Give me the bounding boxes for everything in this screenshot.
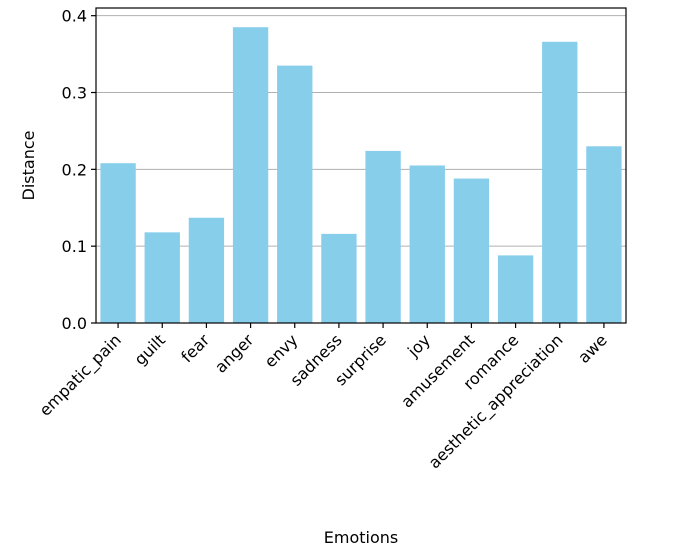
bar-romance (497, 255, 534, 323)
x-tick-label: anger (211, 330, 258, 377)
plot-frame (95, 7, 627, 324)
bar-joy (409, 165, 445, 323)
axes (95, 7, 627, 324)
y-ticks: 0.0 0.1 0.2 0.3 0.4 (62, 7, 96, 333)
x-tick-label: awe (574, 330, 611, 367)
bar-fear (188, 217, 225, 323)
bar-envy (277, 65, 313, 323)
y-axis-title: Distance (19, 131, 38, 201)
x-tick-label: empatic_pain (35, 330, 125, 420)
bar-aesthetic_appreciation (542, 41, 578, 324)
y-tick-label: 0.0 (62, 314, 87, 333)
bar-awe (586, 146, 622, 323)
bars (100, 27, 622, 324)
x-tick-label: fear (177, 330, 213, 366)
bar-anger (232, 27, 269, 324)
y-tick-label: 0.3 (62, 84, 87, 103)
x-tick-label: joy (403, 330, 434, 361)
x-tick-label: envy (261, 330, 302, 371)
x-axis-title: Emotions (324, 528, 398, 547)
bar-sadness (321, 233, 357, 323)
bar-amusement (453, 178, 490, 323)
y-tick-label: 0.1 (62, 237, 87, 256)
x-tick-label: guilt (131, 330, 170, 369)
y-tick-label: 0.2 (62, 160, 87, 179)
bar-surprise (365, 150, 401, 323)
bar-empatic_pain (100, 163, 136, 323)
bar-guilt (144, 232, 180, 323)
y-tick-label: 0.4 (62, 7, 87, 26)
